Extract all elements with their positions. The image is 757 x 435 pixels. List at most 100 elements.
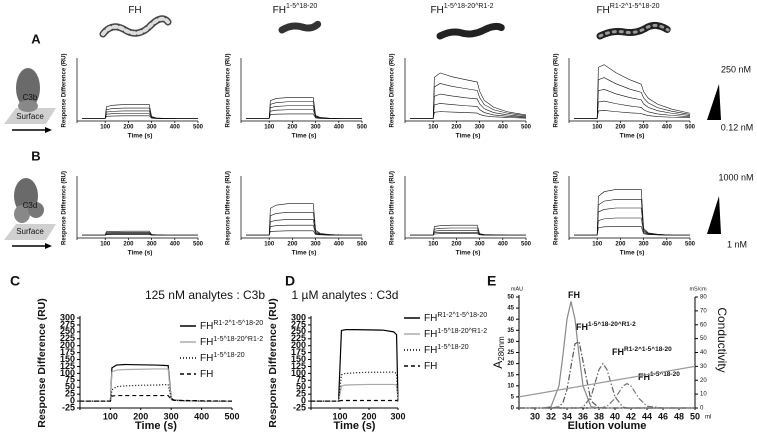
y-tick-label: 35 [507,328,514,334]
y-axis-label: Response Difference (RU) [390,171,396,245]
legend-name: FH [200,353,213,364]
x-tick-label: 200 [287,242,298,248]
series-line [574,226,690,236]
legend-name: FH [200,369,213,380]
construct-name-base: FH [596,5,609,16]
legend-entry: FH [424,361,437,372]
concentration-high: 1000 nM [718,172,753,182]
peak-label-base: FH [612,347,624,357]
y2-tick-label: 40 [700,350,707,356]
x-axis-label: Time (s) [456,250,481,257]
y-tick-label: 200 [291,340,306,350]
y-tick-label: 125 [291,361,306,371]
series-line [574,77,691,119]
series-line [82,234,198,236]
cartoon-protein: C3b [23,93,38,102]
legend-entry: FH1-5^18-20 [200,352,245,364]
y-tick-label: 10 [507,383,514,389]
construct-name: FH1-5^18-20 [273,3,318,16]
legend-name: FH [424,345,437,356]
x-axis-label: Time (s) [456,133,481,140]
x-tick-label: 500 [357,125,368,131]
y-axis-label: A280nm [491,336,506,369]
construct-name-sup: 1-5^18-20 [286,3,317,10]
concentration-high: 250 nM [721,64,751,74]
row-label: B [31,148,40,163]
y-tick-label: 25 [65,389,75,399]
y-tick-label: 30 [507,339,514,345]
y-tick-label: 125 [60,361,75,371]
series-line [410,72,527,119]
x-tick-label: 500 [521,242,532,248]
peak-label-base: FH [576,322,588,332]
series-line [574,64,691,119]
construct-name-sup: R1-2^1-5^18-20 [610,3,660,10]
y-tick-label: 5 [511,394,515,400]
cartoon-surface: Surface [16,227,44,236]
series-line [574,199,690,236]
x-axis-label: Elution volume [568,420,647,432]
peak-label: FH1-5^18-20^R1-2 [576,320,636,333]
construct-name: FHR1-2^1-5^18-20 [596,3,659,16]
x-tick-label: 300 [475,125,486,131]
x-tick-label: 100 [264,125,275,131]
y-tick-label: 175 [291,347,306,357]
series-line [311,399,399,402]
x-tick-label: 300 [390,411,405,421]
y-axis-label: Response Difference (RU) [554,53,560,127]
y-tick-label: 40 [507,317,514,323]
y-tick-label: 300 [60,312,75,322]
y2-unit: mS/cm [689,286,707,292]
x-tick-label: 48 [674,411,684,421]
series-line [410,103,527,119]
y2-tick-label: 0 [700,406,704,412]
x-tick-label: 38 [594,411,604,421]
x-tick-label: 50 [690,411,700,421]
x-tick-label: 46 [658,411,668,421]
y-tick-label: 250 [291,326,306,336]
legend-entry: FHR1-2^1-5^18-20 [200,320,263,332]
series-line [246,219,362,236]
concentration-wedge [707,84,721,120]
x-tick-label: 300 [311,125,322,131]
legend-name-sup: R1-2^1-5^18-20 [213,320,263,327]
series-line [82,115,198,119]
y-tick-label: 25 [507,350,514,356]
x-tick-label: 200 [123,125,134,131]
y-tick-label: 275 [60,319,75,329]
panel-label: C [10,273,20,289]
molecule-icons [99,15,672,40]
x-tick-label: 40 [610,411,620,421]
series-line [80,383,232,402]
y-axis-label: Response Difference (RU) [554,171,560,245]
x-tick-label: 200 [133,411,148,421]
surface-cartoon [4,68,56,249]
series-line [410,229,526,236]
series-line [246,230,362,236]
concentration-low: 0.12 nM [721,122,754,132]
series-line [311,329,399,402]
x-tick-label: 100 [428,242,439,248]
legend-entry: FH1-5^18-20 [424,344,469,356]
y-tick-label: 200 [60,340,75,350]
x-tick-label: 400 [334,125,345,131]
x-tick-label: 300 [147,125,158,131]
y-tick-label: 50 [65,382,75,392]
y-tick-label: 150 [291,354,306,364]
y2-axis-label: Conductivity [715,307,729,372]
y-tick-label: 250 [60,326,75,336]
y-axis-label-sub: 280nm [497,336,506,361]
construct-name-sup: 1-5^18-20^R1-2 [444,3,494,10]
concentration-wedge [707,196,721,234]
series-line [574,207,690,236]
y-tick-label: 100 [291,368,306,378]
cartoon-surface: Surface [16,112,44,121]
x-tick-label: 300 [147,242,158,248]
peak-label: FH [568,290,580,300]
y-axis-label: Response Difference (RU) [226,171,232,245]
x-axis-label: Time (s) [292,250,317,257]
y-tick-label: 50 [507,295,514,301]
series-line [246,101,362,119]
y-tick-label: 0 [511,406,515,412]
y-tick-label: 75 [65,375,75,385]
